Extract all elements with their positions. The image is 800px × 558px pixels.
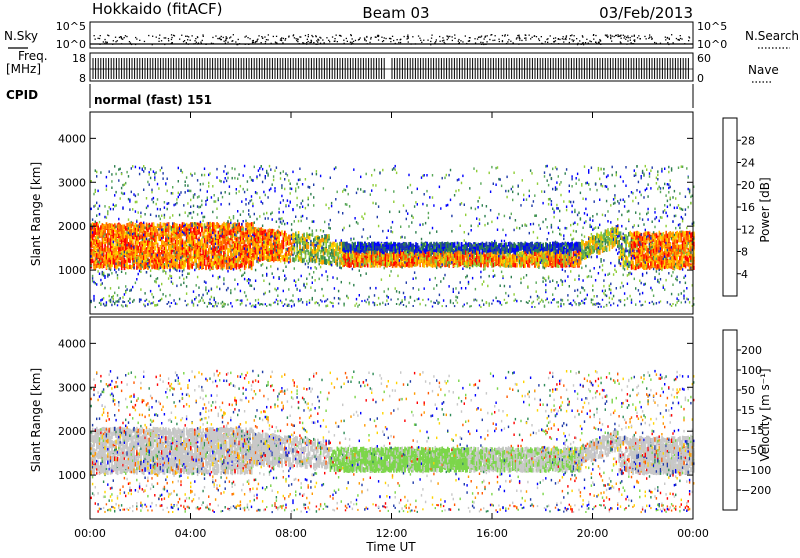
colorbar-tick-label: 15 [741, 404, 755, 417]
freq-left-tick-top: 18 [72, 52, 86, 65]
freq-right-tick-bottom: 0 [697, 72, 704, 85]
time-axis: 00:00 04:00 08:00 12:00 16:00 20:00 00:00 [74, 112, 709, 540]
noise-left-tick-bottom: 10^0 [56, 38, 86, 51]
cpid-strip: CPID normal (fast) 151 [6, 84, 693, 108]
power-panel: 1000 2000 3000 4000 Slant Range [km] 28 24 20… [29, 112, 772, 314]
power-y-label: Slant Range [km] [29, 162, 43, 266]
colorbar-tick-label: 16 [741, 201, 755, 214]
station-title: Hokkaido (fitACF) [92, 0, 223, 18]
power-scatter [91, 165, 695, 308]
y-tick-label: 2000 [58, 425, 86, 438]
y-tick-label: 2000 [58, 220, 86, 233]
freq-label: Freq. [18, 49, 48, 63]
freq-left-tick-bottom: 8 [79, 72, 86, 85]
time-axis-label: Time UT [365, 540, 416, 554]
colorbar-tick-label: 8 [741, 246, 748, 259]
y-tick-label: 4000 [58, 337, 86, 350]
y-tick-label: 3000 [58, 381, 86, 394]
x-tick-label: 16:00 [476, 527, 508, 540]
freq-unit-label: [MHz] [6, 62, 41, 76]
cpid-value: normal (fast) 151 [94, 93, 212, 107]
noise-right-tick-top: 10^5 [697, 20, 727, 33]
date-title: 03/Feb/2013 [599, 4, 693, 22]
colorbar-tick-label: 12 [741, 223, 755, 236]
y-tick-label: 1000 [58, 264, 86, 277]
colorbar-tick-label: 24 [741, 157, 755, 170]
colorbar-tick-label: 28 [741, 134, 755, 147]
cpid-label: CPID [6, 88, 38, 102]
power-colorbar: 28 24 20 16 12 8 4 [723, 118, 755, 296]
nsky-label: N.Sky [4, 29, 38, 43]
x-tick-label: 20:00 [577, 527, 609, 540]
x-tick-label: 08:00 [275, 527, 307, 540]
colorbar-tick-label: 50 [741, 384, 755, 397]
frequency-trace [90, 58, 693, 79]
y-tick-label: 1000 [58, 469, 86, 482]
x-tick-label: 00:00 [74, 527, 106, 540]
y-tick-label: 3000 [58, 176, 86, 189]
noise-left-tick-top: 10^5 [56, 20, 86, 33]
nsearch-label: N.Search [745, 29, 799, 43]
colorbar-tick-label: 4 [741, 268, 748, 281]
nave-label: Nave [748, 63, 779, 77]
power-colorbar-label: Power [dB] [758, 177, 772, 242]
colorbar-tick-label: 20 [741, 179, 755, 192]
velocity-scatter [91, 370, 695, 513]
frequency-strip: 18 8 60 0 Freq. [MHz] Nave [6, 49, 779, 85]
noise-right-tick-bottom: 10^0 [697, 38, 727, 51]
y-tick-label: 4000 [58, 132, 86, 145]
colorbar-tick-label: −100 [741, 464, 771, 477]
noise-strip: 10^5 10^0 10^5 10^0 N.Sky N.Search [4, 20, 799, 51]
velocity-colorbar-label: Velocity [m s⁻¹] [758, 368, 772, 461]
freq-right-tick-top: 60 [697, 52, 711, 65]
x-tick-label: 04:00 [175, 527, 207, 540]
velocity-y-label: Slant Range [km] [29, 368, 43, 472]
x-tick-label: 12:00 [376, 527, 408, 540]
x-tick-label: 00:00 [677, 527, 709, 540]
beam-title: Beam 03 [362, 4, 429, 22]
noise-trace [90, 34, 693, 45]
colorbar-tick-label: −200 [741, 484, 771, 497]
colorbar-tick-label: 200 [741, 344, 762, 357]
